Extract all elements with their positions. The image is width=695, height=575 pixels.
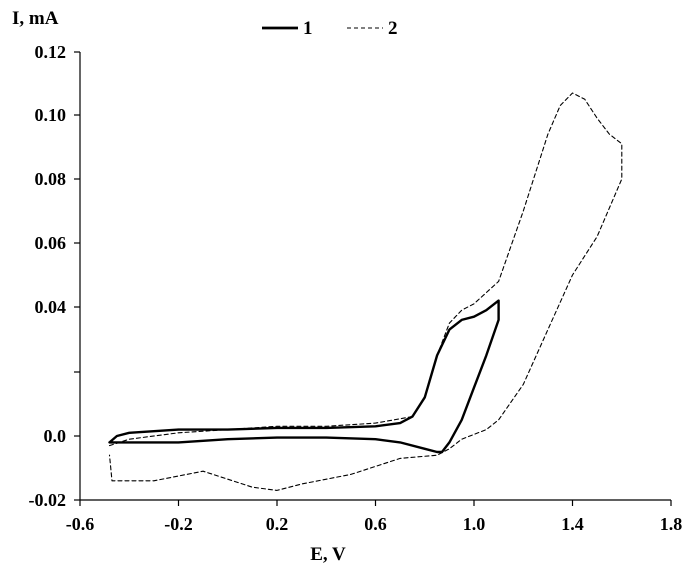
y-tick-label: 0.10 bbox=[35, 105, 67, 125]
axes: -0.02 0.0 0.04 0.06 0.08 0.10 0.12 -0.6 -0.2 0.2 0… bbox=[29, 42, 683, 534]
x-tick-label: 0.2 bbox=[266, 514, 289, 534]
x-tick-label: -0.6 bbox=[66, 514, 95, 534]
series-1-line bbox=[108, 299, 500, 454]
x-tick-label: 1.4 bbox=[561, 514, 584, 534]
series-2-line bbox=[108, 92, 623, 491]
x-tick-label: -0.2 bbox=[164, 514, 193, 534]
legend-label-2: 2 bbox=[388, 18, 398, 39]
y-tick-label: 0.08 bbox=[35, 169, 67, 189]
y-tick-label: 0.06 bbox=[35, 233, 67, 253]
plot-area bbox=[108, 92, 623, 491]
y-tick-label: 0.12 bbox=[35, 42, 67, 62]
x-tick-label: 1.0 bbox=[463, 514, 486, 534]
y-axis-title: I, mA bbox=[12, 8, 59, 29]
y-tick-label: 0.0 bbox=[44, 426, 67, 446]
y-tick-label: 0.04 bbox=[35, 297, 67, 317]
x-axis-title: E, V bbox=[310, 544, 346, 565]
x-tick-label: 0.6 bbox=[364, 514, 387, 534]
y-tick-label: -0.02 bbox=[29, 490, 67, 510]
x-tick-label: 1.8 bbox=[660, 514, 683, 534]
legend-label-1: 1 bbox=[303, 18, 313, 39]
